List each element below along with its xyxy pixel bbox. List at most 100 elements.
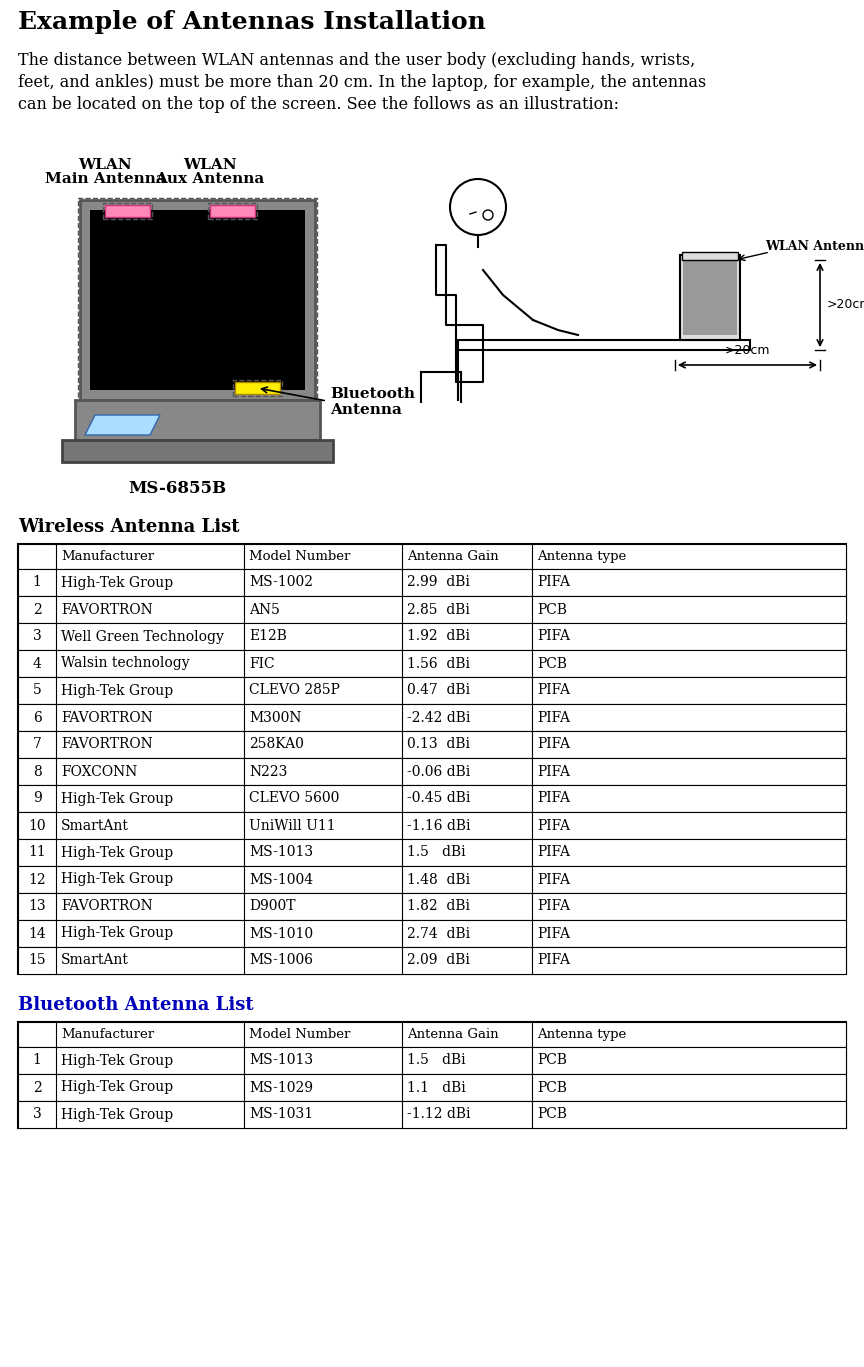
Text: MS-1006: MS-1006: [249, 954, 313, 968]
Text: 1.1   dBi: 1.1 dBi: [407, 1080, 466, 1095]
Text: PCB: PCB: [537, 1080, 567, 1095]
Text: 4: 4: [33, 656, 41, 670]
Text: FIC: FIC: [249, 656, 275, 670]
Text: 1: 1: [33, 576, 41, 589]
Text: 3: 3: [33, 1107, 41, 1121]
Bar: [80, 200, 315, 401]
Text: E12B: E12B: [249, 629, 287, 644]
Text: PCB: PCB: [537, 1107, 567, 1121]
Text: High-Tek Group: High-Tek Group: [61, 791, 173, 805]
Text: PIFA: PIFA: [537, 711, 570, 725]
Text: High-Tek Group: High-Tek Group: [61, 1054, 173, 1068]
Bar: [18, 623, 846, 649]
Text: -0.45 dBi: -0.45 dBi: [407, 791, 470, 805]
Text: MS-1029: MS-1029: [249, 1080, 313, 1095]
Text: 2: 2: [33, 1080, 41, 1095]
Text: FAVORTRON: FAVORTRON: [61, 603, 153, 617]
Text: feet, and ankles) must be more than 20 cm. In the laptop, for example, the anten: feet, and ankles) must be more than 20 c…: [18, 74, 706, 92]
Text: PIFA: PIFA: [537, 791, 570, 805]
Bar: [18, 731, 846, 757]
Bar: [235, 381, 280, 394]
Text: Bluetooth Antenna List: Bluetooth Antenna List: [18, 997, 254, 1014]
Bar: [208, 204, 257, 219]
Bar: [18, 839, 846, 867]
Text: 12: 12: [29, 872, 46, 887]
Text: High-Tek Group: High-Tek Group: [61, 1107, 173, 1121]
Text: -1.16 dBi: -1.16 dBi: [407, 819, 471, 833]
Text: 8: 8: [33, 764, 41, 778]
Text: MS-1010: MS-1010: [249, 927, 313, 940]
Text: MS-1031: MS-1031: [249, 1107, 313, 1121]
Text: 2.99  dBi: 2.99 dBi: [407, 576, 470, 589]
Text: 1.5   dBi: 1.5 dBi: [407, 846, 466, 860]
Text: 9: 9: [33, 791, 41, 805]
Bar: [18, 544, 846, 975]
Text: Antenna type: Antenna type: [537, 550, 626, 563]
Text: CLEVO 5600: CLEVO 5600: [249, 791, 340, 805]
Text: WLAN Antennas: WLAN Antennas: [765, 241, 864, 253]
Text: Antenna Gain: Antenna Gain: [407, 550, 499, 563]
Text: -1.12 dBi: -1.12 dBi: [407, 1107, 471, 1121]
Text: Well Green Technology: Well Green Technology: [61, 629, 224, 644]
Text: can be located on the top of the screen. See the follows as an illustration:: can be located on the top of the screen.…: [18, 96, 619, 113]
Text: PIFA: PIFA: [537, 954, 570, 968]
Text: High-Tek Group: High-Tek Group: [61, 684, 173, 697]
Text: Manufacturer: Manufacturer: [61, 1028, 154, 1042]
Text: 13: 13: [29, 899, 46, 913]
Text: Manufacturer: Manufacturer: [61, 550, 154, 563]
Text: PIFA: PIFA: [537, 872, 570, 887]
Text: D900T: D900T: [249, 899, 295, 913]
Text: High-Tek Group: High-Tek Group: [61, 872, 173, 887]
Text: Antenna type: Antenna type: [537, 1028, 626, 1042]
Bar: [18, 569, 846, 596]
Bar: [18, 544, 846, 569]
Text: PIFA: PIFA: [537, 576, 570, 589]
Text: 0.13  dBi: 0.13 dBi: [407, 738, 470, 752]
Text: MS-1013: MS-1013: [249, 1054, 313, 1068]
Text: PCB: PCB: [537, 1054, 567, 1068]
Text: 2.09  dBi: 2.09 dBi: [407, 954, 470, 968]
Text: 258KA0: 258KA0: [249, 738, 304, 752]
Text: 3: 3: [33, 629, 41, 644]
Text: 7: 7: [33, 738, 41, 752]
Text: -2.42 dBi: -2.42 dBi: [407, 711, 470, 725]
Bar: [18, 1023, 846, 1047]
Bar: [680, 256, 740, 340]
Bar: [18, 785, 846, 812]
Text: High-Tek Group: High-Tek Group: [61, 846, 173, 860]
Text: Main Antenna: Main Antenna: [45, 172, 165, 186]
Text: 11: 11: [29, 846, 46, 860]
Text: 6: 6: [33, 711, 41, 725]
Text: MS-1004: MS-1004: [249, 872, 313, 887]
Text: Antenna: Antenna: [330, 403, 402, 417]
Bar: [18, 867, 846, 893]
Text: PIFA: PIFA: [537, 738, 570, 752]
Bar: [682, 252, 738, 260]
Text: WLAN: WLAN: [183, 159, 237, 172]
Bar: [18, 920, 846, 947]
Text: 10: 10: [29, 819, 46, 833]
Text: PIFA: PIFA: [537, 819, 570, 833]
Polygon shape: [85, 416, 160, 435]
Bar: [103, 204, 152, 219]
Text: SmartAnt: SmartAnt: [61, 819, 129, 833]
Text: AN5: AN5: [249, 603, 280, 617]
Text: PIFA: PIFA: [537, 629, 570, 644]
Bar: [105, 205, 150, 217]
Bar: [78, 198, 317, 402]
Text: FAVORTRON: FAVORTRON: [61, 738, 153, 752]
Text: 1.92  dBi: 1.92 dBi: [407, 629, 470, 644]
Text: 5: 5: [33, 684, 41, 697]
Bar: [683, 258, 737, 335]
Text: M300N: M300N: [249, 711, 302, 725]
Text: 15: 15: [29, 954, 46, 968]
Text: PIFA: PIFA: [537, 764, 570, 778]
Text: 0.47  dBi: 0.47 dBi: [407, 684, 470, 697]
Bar: [18, 1023, 846, 1128]
Text: PIFA: PIFA: [537, 684, 570, 697]
Text: >20cm: >20cm: [724, 344, 770, 357]
Bar: [18, 947, 846, 975]
Text: High-Tek Group: High-Tek Group: [61, 576, 173, 589]
Text: 1.5   dBi: 1.5 dBi: [407, 1054, 466, 1068]
Text: Wireless Antenna List: Wireless Antenna List: [18, 518, 239, 536]
